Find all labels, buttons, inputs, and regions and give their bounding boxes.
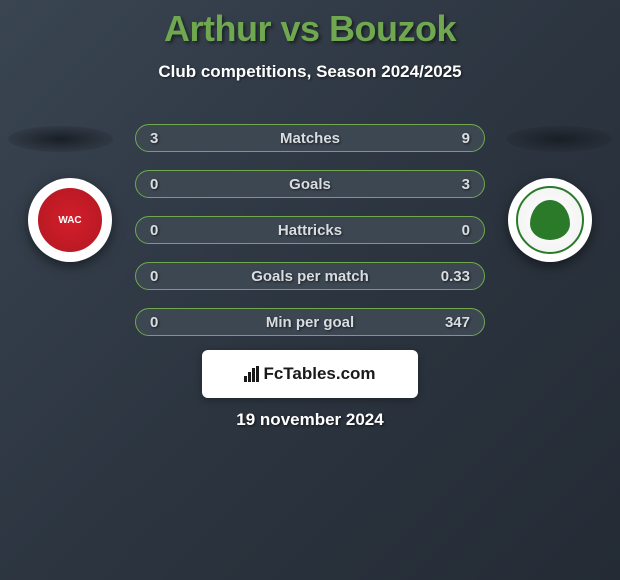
- stat-left-value: 3: [150, 130, 158, 147]
- stat-row-hattricks: 0 Hattricks 0: [135, 216, 485, 244]
- stat-right-value: 0.33: [441, 268, 470, 285]
- club-logo-right: [508, 178, 592, 262]
- player-shadow-right: [507, 126, 612, 152]
- brand-label: FcTables.com: [263, 364, 375, 384]
- stats-container: 3 Matches 9 0 Goals 3 0 Hattricks 0 0 Go…: [135, 124, 485, 336]
- subtitle: Club competitions, Season 2024/2025: [0, 62, 620, 82]
- stat-right-value: 9: [462, 130, 470, 147]
- stat-label: Matches: [280, 130, 340, 147]
- stat-right-value: 3: [462, 176, 470, 193]
- stat-right-value: 0: [462, 222, 470, 239]
- stat-right-value: 347: [445, 314, 470, 331]
- stat-left-value: 0: [150, 268, 158, 285]
- stat-left-value: 0: [150, 222, 158, 239]
- stat-left-value: 0: [150, 314, 158, 331]
- date-label: 19 november 2024: [236, 410, 383, 430]
- brand-box: FcTables.com: [202, 350, 418, 398]
- chart-icon: [244, 366, 259, 382]
- stat-row-matches: 3 Matches 9: [135, 124, 485, 152]
- stat-row-min-per-goal: 0 Min per goal 347: [135, 308, 485, 336]
- stat-label: Min per goal: [266, 314, 354, 331]
- stat-label: Goals per match: [251, 268, 369, 285]
- club-badge-right: [516, 186, 584, 254]
- stat-row-goals-per-match: 0 Goals per match 0.33: [135, 262, 485, 290]
- page-title: Arthur vs Bouzok: [0, 0, 620, 50]
- brand-text: FcTables.com: [244, 364, 375, 384]
- stat-left-value: 0: [150, 176, 158, 193]
- club-badge-left: WAC: [36, 186, 104, 254]
- stat-row-goals: 0 Goals 3: [135, 170, 485, 198]
- club-logo-left: WAC: [28, 178, 112, 262]
- player-shadow-left: [8, 126, 113, 152]
- stat-label: Goals: [289, 176, 331, 193]
- stat-label: Hattricks: [278, 222, 342, 239]
